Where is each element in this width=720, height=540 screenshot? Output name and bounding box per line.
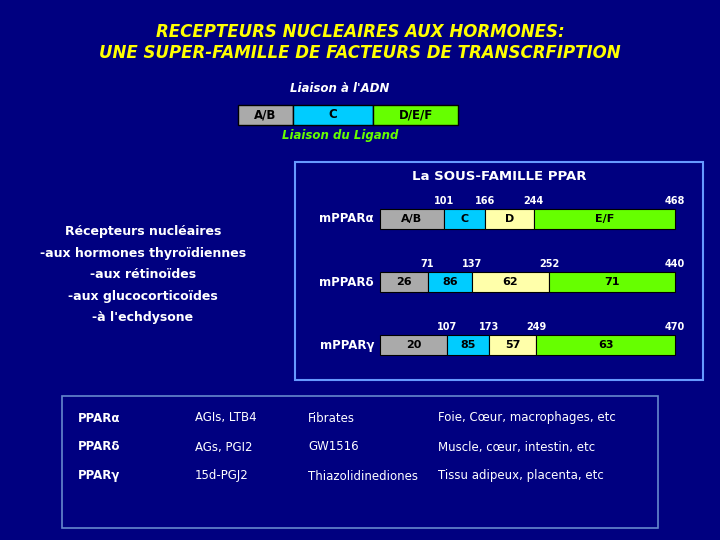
Bar xyxy=(444,209,485,229)
Bar xyxy=(428,272,472,292)
Text: C: C xyxy=(460,214,468,224)
Text: A/B: A/B xyxy=(401,214,423,224)
Text: 71: 71 xyxy=(421,259,434,269)
Text: 57: 57 xyxy=(505,340,520,350)
Text: 249: 249 xyxy=(526,322,546,332)
Text: mPPARγ: mPPARγ xyxy=(320,339,374,352)
Bar xyxy=(380,209,444,229)
Bar xyxy=(238,105,293,125)
Text: AGs, PGI2: AGs, PGI2 xyxy=(195,441,253,454)
Text: 71: 71 xyxy=(604,277,620,287)
Text: La SOUS-FAMILLE PPAR: La SOUS-FAMILLE PPAR xyxy=(412,171,586,184)
Bar xyxy=(380,272,428,292)
Text: Liaison à l'ADN: Liaison à l'ADN xyxy=(290,82,390,94)
Text: 15d-PGJ2: 15d-PGJ2 xyxy=(195,469,248,483)
Text: Thiazolidinediones: Thiazolidinediones xyxy=(308,469,418,483)
Text: A/B: A/B xyxy=(254,109,276,122)
Text: mPPARδ: mPPARδ xyxy=(320,275,374,288)
Text: 20: 20 xyxy=(406,340,421,350)
Text: D/E/F: D/E/F xyxy=(398,109,433,122)
Bar xyxy=(534,209,675,229)
Text: 85: 85 xyxy=(460,340,475,350)
Bar xyxy=(62,396,658,528)
Text: 101: 101 xyxy=(433,196,454,206)
Text: PPARα: PPARα xyxy=(78,411,120,424)
Text: 137: 137 xyxy=(462,259,482,269)
Bar xyxy=(549,272,675,292)
Text: Récepteurs nucléaires
-aux hormones thyroïdiennes
-aux rétinoïdes
-aux glucocort: Récepteurs nucléaires -aux hormones thyr… xyxy=(40,226,246,325)
Text: 63: 63 xyxy=(598,340,613,350)
Bar xyxy=(447,335,489,355)
Text: Muscle, cœur, intestin, etc: Muscle, cœur, intestin, etc xyxy=(438,441,595,454)
Bar xyxy=(293,105,373,125)
Text: D: D xyxy=(505,214,514,224)
Text: Foie, Cœur, macrophages, etc: Foie, Cœur, macrophages, etc xyxy=(438,411,616,424)
Text: 468: 468 xyxy=(665,196,685,206)
Text: UNE SUPER-FAMILLE DE FACTEURS DE TRANSCRFIPTION: UNE SUPER-FAMILLE DE FACTEURS DE TRANSCR… xyxy=(99,44,621,62)
Text: GW1516: GW1516 xyxy=(308,441,359,454)
Text: PPARγ: PPARγ xyxy=(78,469,120,483)
Text: 86: 86 xyxy=(442,277,457,287)
Text: mPPARα: mPPARα xyxy=(320,213,374,226)
Bar xyxy=(472,272,549,292)
Text: Fibrates: Fibrates xyxy=(308,411,355,424)
Text: 244: 244 xyxy=(523,196,544,206)
Text: 166: 166 xyxy=(474,196,495,206)
Text: 62: 62 xyxy=(503,277,518,287)
Text: 107: 107 xyxy=(437,322,457,332)
Text: Liaison du Ligand: Liaison du Ligand xyxy=(282,129,398,141)
Text: E/F: E/F xyxy=(595,214,614,224)
Bar xyxy=(489,335,536,355)
Text: C: C xyxy=(328,109,338,122)
Bar xyxy=(373,105,458,125)
Text: 173: 173 xyxy=(479,322,499,332)
Text: 440: 440 xyxy=(665,259,685,269)
Bar xyxy=(380,335,447,355)
Bar xyxy=(295,162,703,380)
Text: 470: 470 xyxy=(665,322,685,332)
Text: 26: 26 xyxy=(396,277,412,287)
Text: PPARδ: PPARδ xyxy=(78,441,120,454)
Bar xyxy=(536,335,675,355)
Text: Tissu adipeux, placenta, etc: Tissu adipeux, placenta, etc xyxy=(438,469,604,483)
Bar xyxy=(485,209,534,229)
Text: RECEPTEURS NUCLEAIRES AUX HORMONES:: RECEPTEURS NUCLEAIRES AUX HORMONES: xyxy=(156,23,564,41)
Text: AGIs, LTB4: AGIs, LTB4 xyxy=(195,411,256,424)
Text: 252: 252 xyxy=(539,259,559,269)
